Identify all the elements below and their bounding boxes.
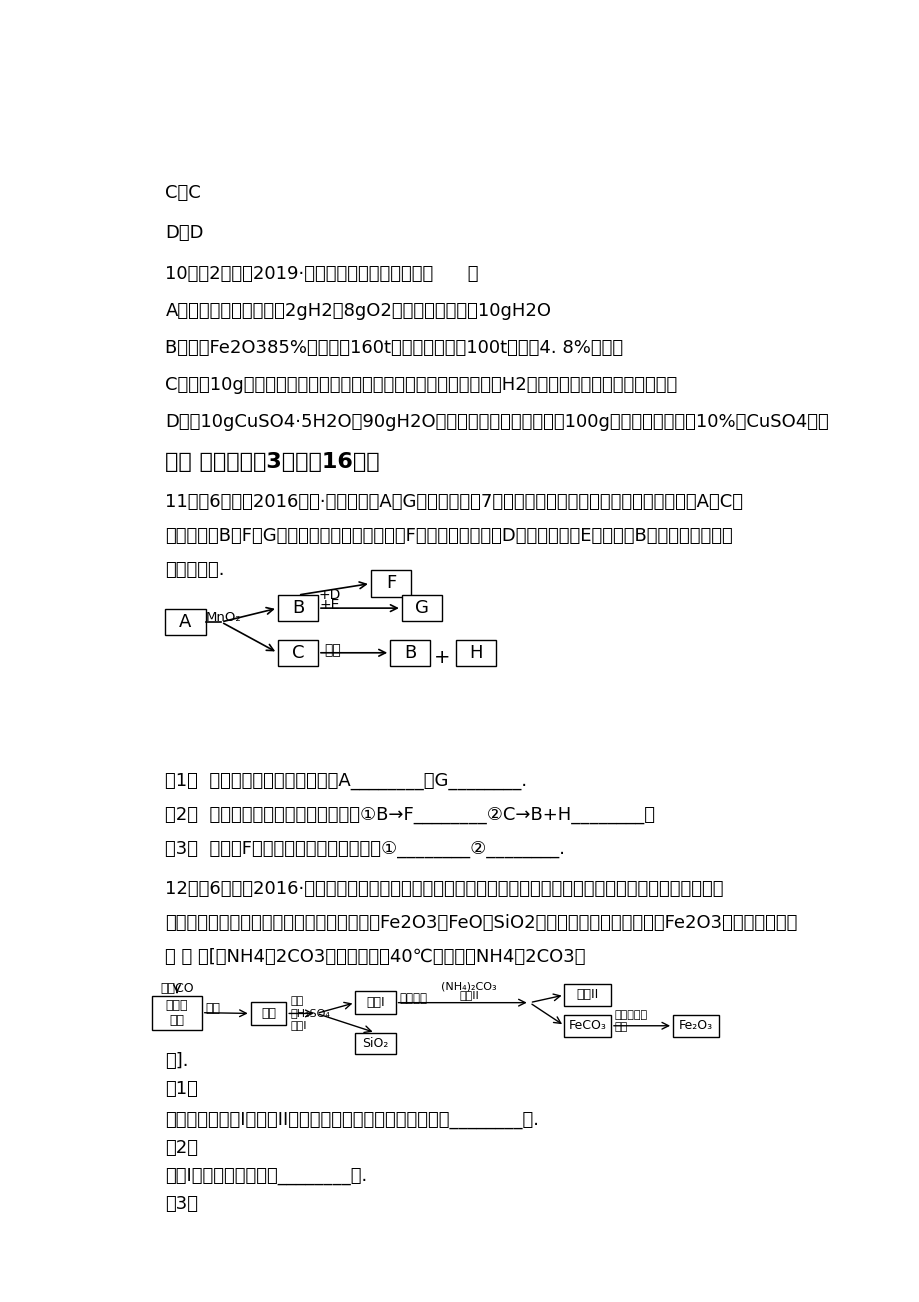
Text: 滤液II: 滤液II [576, 988, 598, 1001]
Text: A．根据质量守恒定律，2gH2跟8gO2完全反应，可得到10gH2O: A．根据质量守恒定律，2gH2跟8gO2完全反应，可得到10gH2O [165, 302, 550, 319]
Text: D．将10gCuSO4·5H2O与90gH2O混合，固体完全溶解，可得100g溶质的质量分数为10%的CuSO4溶液: D．将10gCuSO4·5H2O与90gH2O混合，固体完全溶解，可得100g溶… [165, 413, 828, 431]
Text: Fe₂O₃: Fe₂O₃ [678, 1019, 712, 1032]
Bar [165, 609, 206, 635]
Text: 滤液I: 滤液I [366, 996, 384, 1009]
Text: B: B [291, 599, 303, 617]
Text: （3）  请写出F日常生活中的两点主要用途①________②________.: （3） 请写出F日常生活中的两点主要用途①________②________. [165, 840, 565, 858]
Text: SiO₂: SiO₂ [362, 1036, 388, 1049]
Text: 10．（2分）（2019·日照）下列说法正确的是（      ）: 10．（2分）（2019·日照）下列说法正确的是（ ） [165, 264, 479, 283]
Bar [564, 984, 610, 1005]
Text: C．C: C．C [165, 185, 201, 202]
Text: 实验室中，操作I、操作II用到的玻璃仪器有玻璃棒、烧杯、________等.: 实验室中，操作I、操作II用到的玻璃仪器有玻璃棒、烧杯、________等. [165, 1111, 539, 1129]
Text: （2）  请写出下列变化的化学方程式：①B→F________②C→B+H________；: （2） 请写出下列变化的化学方程式：①B→F________②C→B+H____… [165, 806, 654, 824]
Text: 固体: 固体 [261, 1006, 276, 1019]
Bar [355, 1032, 395, 1055]
Bar [564, 1016, 610, 1036]
Text: (NH₄)₂CO₃: (NH₄)₂CO₃ [441, 982, 496, 991]
Text: A: A [179, 613, 191, 631]
Text: 高温: 高温 [206, 1001, 221, 1014]
Bar [370, 570, 411, 596]
Bar [402, 595, 441, 621]
Text: 业的材料，以下是以硫铁矿烧渣（主要成分为Fe2O3、FeO、SiO2）为原料制备高纯氧化铁（Fe2O3）的生产流程示: 业的材料，以下是以硫铁矿烧渣（主要成分为Fe2O3、FeO、SiO2）为原料制备… [165, 914, 797, 932]
Text: 11．（6分）（2016九下·鸡西期中）A～G是初中常见的7种物质，它们有如图所示的转化关系．已知A、C是: 11．（6分）（2016九下·鸡西期中）A～G是初中常见的7种物质，它们有如图所… [165, 493, 743, 512]
Text: 蓝紫色火焰.: 蓝紫色火焰. [165, 561, 224, 579]
Text: 无色液体，B、F、G是无色气体，其中大量排放F会引起温室效应，D是黑色固体，E在纯净的B中燃烧发出明亮的: 无色液体，B、F、G是无色气体，其中大量排放F会引起温室效应，D是黑色固体，E在… [165, 527, 732, 546]
Text: G: G [414, 599, 428, 617]
Text: C．各取10g镁粉和锌粉，分别与足量的盐酸完全反应，镁粉产生的H2多，说明镁的金属活动性比锌强: C．各取10g镁粉和锌粉，分别与足量的盐酸完全反应，镁粉产生的H2多，说明镁的金… [165, 376, 677, 393]
Bar [278, 639, 318, 665]
Text: MnO₂: MnO₂ [206, 611, 241, 624]
Text: H: H [469, 643, 482, 661]
Text: 硫铁矿
烧渣: 硫铁矿 烧渣 [165, 999, 188, 1027]
Text: 解].: 解]. [165, 1052, 188, 1069]
Text: 二、 解答题（共3题；共16分）: 二、 解答题（共3题；共16分） [165, 452, 380, 473]
Text: +D: +D [319, 587, 341, 602]
Bar [456, 639, 495, 665]
Text: （1）: （1） [165, 1079, 198, 1098]
Text: C: C [291, 643, 304, 661]
Text: （1）  请写出下列物质的化学式：A________，G________.: （1） 请写出下列物质的化学式：A________，G________. [165, 772, 527, 790]
Text: +E: +E [319, 598, 340, 612]
Text: B: B [403, 643, 416, 661]
Text: F: F [385, 574, 395, 592]
Text: +: + [434, 648, 450, 667]
Text: D．D: D．D [165, 224, 204, 242]
Text: （2）: （2） [165, 1139, 199, 1156]
Text: 洗涤、干燥
煅烧: 洗涤、干燥 煅烧 [614, 1010, 647, 1032]
Bar [278, 595, 318, 621]
Text: 操作II: 操作II [459, 991, 479, 1000]
Bar [390, 639, 430, 665]
Bar [250, 1001, 286, 1025]
Bar [673, 1016, 719, 1036]
Text: 足量CO: 足量CO [160, 982, 194, 995]
Text: FeCO₃: FeCO₃ [568, 1019, 606, 1032]
Text: 适量氨水: 适量氨水 [399, 992, 427, 1005]
Text: 通电: 通电 [323, 643, 341, 656]
Text: 意 图 ：[（NH4）2CO3溶液呈碱性，40℃以上时（NH4）2CO3分: 意 图 ：[（NH4）2CO3溶液呈碱性，40℃以上时（NH4）2CO3分 [165, 948, 585, 966]
Text: 滤液I中主要的阳离子是________等.: 滤液I中主要的阳离子是________等. [165, 1167, 368, 1185]
Bar [355, 991, 395, 1014]
Bar [152, 996, 201, 1030]
Text: 12．（6分）（2016·诸城模拟）现代循环经济要求综合考虑环境污染和经济效益．高纯氧化铁可作现代电子工: 12．（6分）（2016·诸城模拟）现代循环经济要求综合考虑环境污染和经济效益．… [165, 880, 723, 898]
Text: 过量
稀H₂SO₄
操作I: 过量 稀H₂SO₄ 操作I [289, 996, 330, 1030]
Text: （3）: （3） [165, 1195, 199, 1213]
Text: B．用含Fe2O385%的赤铁矿160t，理论上可生产100t含杂质4. 8%的生铁: B．用含Fe2O385%的赤铁矿160t，理论上可生产100t含杂质4. 8%的… [165, 339, 623, 357]
